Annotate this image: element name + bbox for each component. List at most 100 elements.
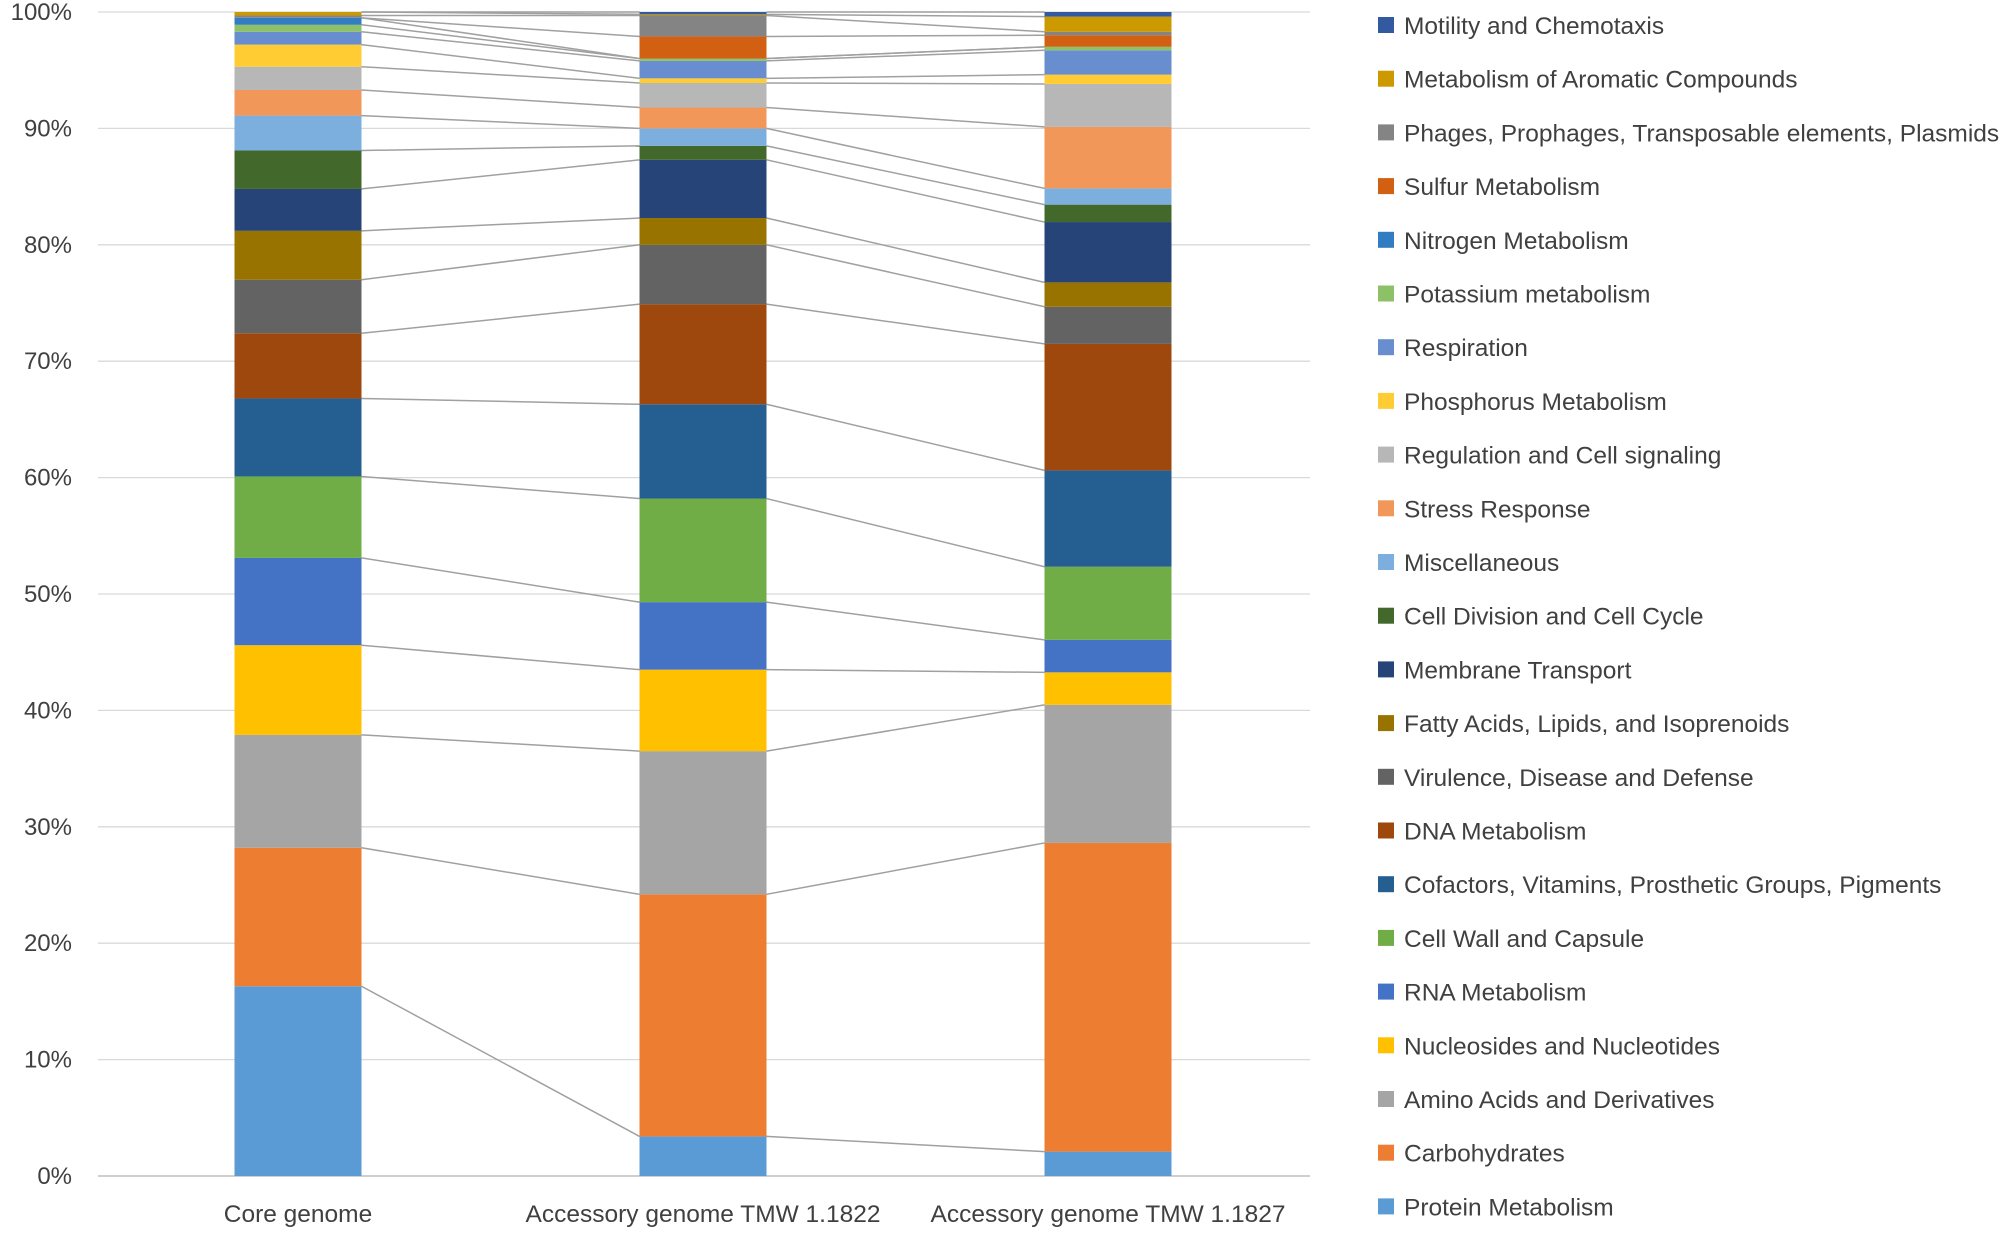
bar-segment <box>1044 35 1172 47</box>
series-line <box>361 17 640 38</box>
series-line <box>361 303 640 335</box>
bar-segment <box>234 847 362 987</box>
legend-label: Membrane Transport <box>1404 657 1632 684</box>
legend-label: Cell Division and Cell Cycle <box>1404 604 1704 631</box>
legend-swatch <box>1378 822 1394 839</box>
series-line <box>766 82 1045 85</box>
bar-segment <box>234 398 362 477</box>
x-category-label: Accessory genome TMW 1.1827 <box>931 1201 1286 1228</box>
series-line <box>361 644 640 671</box>
series-line <box>361 985 640 1138</box>
series-lines <box>361 11 1045 1153</box>
series-line <box>361 244 640 281</box>
legend-swatch <box>1378 17 1394 33</box>
legend-swatch <box>1378 661 1394 678</box>
bar-segment <box>639 12 767 15</box>
bar-segment <box>639 894 767 1137</box>
legend-label: Phages, Prophages, Transposable elements… <box>1404 120 1999 147</box>
bar-segment <box>639 14 767 16</box>
series-line <box>361 43 640 80</box>
series-line <box>361 475 640 500</box>
bar-segment <box>234 15 362 18</box>
legend-swatch <box>1378 1198 1394 1215</box>
bar-segment <box>1044 12 1172 17</box>
legend-swatch <box>1378 231 1394 248</box>
legend-label: Nucleosides and Nucleotides <box>1404 1033 1720 1060</box>
legend-swatch <box>1378 70 1394 87</box>
bar-segment <box>234 230 362 280</box>
bar-segment <box>639 602 767 670</box>
legend-label: Nitrogen Metabolism <box>1404 228 1629 255</box>
y-tick-label: 40% <box>24 697 72 724</box>
legend-swatch <box>1378 500 1394 517</box>
bar-segment <box>234 645 362 735</box>
bar-segment <box>639 218 767 245</box>
bar-segment <box>234 557 362 646</box>
legend-label: Protein Metabolism <box>1404 1194 1614 1221</box>
legend-label: Stress Response <box>1404 496 1591 523</box>
legend-label: Amino Acids and Derivatives <box>1404 1087 1714 1114</box>
bar-segment <box>1044 204 1172 223</box>
legend-swatch <box>1378 1144 1394 1161</box>
legend-label: RNA Metabolism <box>1404 980 1586 1007</box>
bar-segment <box>1044 306 1172 344</box>
bar-segment <box>1044 566 1172 640</box>
bar-segment <box>639 60 767 79</box>
bar-segment <box>639 751 767 895</box>
bar-segment <box>639 669 767 752</box>
bar-segment <box>234 12 362 16</box>
legend-swatch <box>1378 1091 1394 1107</box>
series-line <box>766 244 1045 308</box>
y-tick-label: 90% <box>24 115 72 142</box>
y-axis: 0% 10% 20% 30% 40% 50% 60% 70% 80% 90% 100% <box>11 0 72 1190</box>
bar-segment <box>234 44 362 67</box>
y-tick-label: 0% <box>37 1163 72 1190</box>
y-tick-label: 80% <box>24 232 72 259</box>
series-line <box>361 397 640 406</box>
bar-segment <box>234 150 362 189</box>
y-tick-label: 50% <box>24 581 72 608</box>
series-line <box>361 217 640 232</box>
bar-segment <box>1044 50 1172 75</box>
series-line <box>361 31 640 62</box>
series-line <box>361 114 640 130</box>
bar-segment <box>1044 470 1172 567</box>
bar-segment <box>234 734 362 848</box>
series-line <box>766 159 1045 223</box>
bar-segment <box>1044 222 1172 283</box>
legend-label: DNA Metabolism <box>1404 819 1586 846</box>
series-line <box>766 403 1045 472</box>
bar-segment <box>234 17 362 25</box>
series-line <box>766 497 1045 568</box>
bar-segment <box>1044 126 1172 189</box>
y-tick-label: 100% <box>11 0 72 26</box>
legend-label: Motility and Chemotaxis <box>1404 13 1664 40</box>
bar-segment <box>639 244 767 305</box>
bar-segment <box>639 36 767 59</box>
bar-segment <box>234 115 362 151</box>
legend: Motility and Chemotaxis Metabolism of Aro… <box>1378 13 1999 1221</box>
series-line <box>766 14 1045 33</box>
bar-segment <box>234 476 362 558</box>
bar-segment <box>1044 1151 1172 1176</box>
legend-label: Fatty Acids, Lipids, and Isoprenoids <box>1404 711 1789 738</box>
bar-segment <box>234 188 362 231</box>
bar-segment <box>1044 639 1172 673</box>
bar-segment <box>639 107 767 129</box>
legend-swatch <box>1378 876 1394 893</box>
legend-swatch <box>1378 178 1394 195</box>
bar-segment <box>639 159 767 219</box>
series-line <box>766 217 1045 284</box>
series-line <box>361 89 640 109</box>
legend-label: Respiration <box>1404 335 1528 362</box>
series-line <box>361 159 640 190</box>
bar-segment <box>639 78 767 84</box>
series-line <box>766 49 1045 62</box>
series-line <box>766 842 1045 896</box>
bar-segment <box>639 15 767 37</box>
bar-segment <box>639 404 767 499</box>
legend-swatch <box>1378 715 1394 732</box>
bar-segment <box>1044 74 1172 84</box>
bar-segment <box>1044 842 1172 1152</box>
